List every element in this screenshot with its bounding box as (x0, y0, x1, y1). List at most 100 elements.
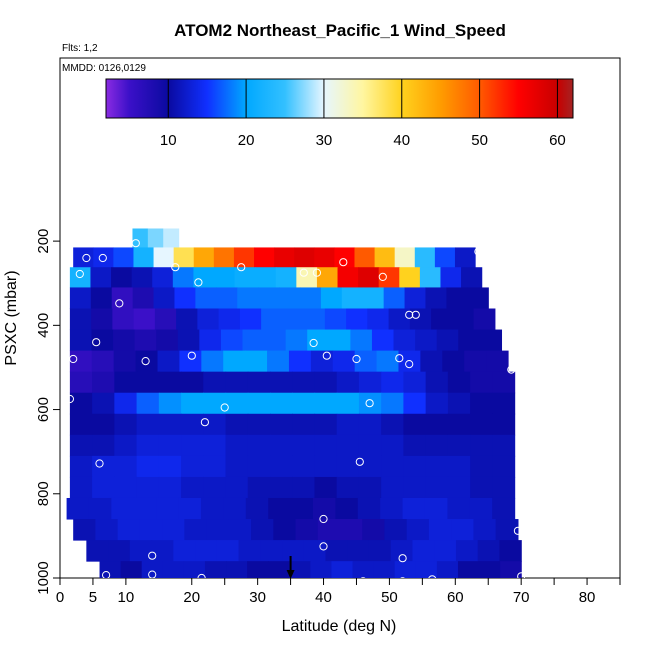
heatmap-cell (440, 267, 462, 288)
heatmap-cell (381, 392, 405, 415)
heatmap-cell (415, 561, 438, 578)
heatmap-cell (158, 413, 182, 436)
heatmap-cell (479, 561, 501, 578)
y-axis: 200 400 600 800 1000 (35, 229, 60, 595)
heatmap-cell (292, 371, 316, 394)
heatmap-cell (452, 308, 475, 331)
heatmap-cell (225, 455, 249, 478)
heatmap-cell (371, 329, 395, 352)
heatmap-cell (403, 392, 427, 415)
heatmap-cell (92, 371, 115, 394)
heatmap-cell (260, 540, 283, 562)
heatmap-cell (447, 497, 471, 520)
heatmap-cell (275, 267, 297, 288)
heatmap-cell (341, 287, 364, 309)
heatmap-cell (204, 561, 227, 578)
heatmap-cell (404, 287, 427, 309)
heatmap-cell (203, 371, 227, 394)
heatmap-cell (499, 540, 522, 562)
heatmap-cell (172, 267, 195, 288)
heatmap-cell (90, 267, 112, 288)
data-point (309, 338, 318, 348)
heatmap-cell (336, 371, 360, 394)
heatmap-cell (479, 329, 503, 352)
heatmap-cell (268, 497, 292, 520)
heatmap-cell (261, 308, 283, 331)
heatmap-cell (183, 561, 206, 578)
heatmap-cell (184, 519, 208, 541)
heatmap-cell (425, 413, 449, 436)
heatmap-cell (403, 371, 427, 394)
data-point (405, 360, 414, 369)
heatmap-cell (247, 476, 271, 499)
heatmap-cell (325, 540, 348, 562)
data-point (428, 575, 437, 578)
heatmap-cell (99, 561, 122, 578)
heatmap-cell (193, 247, 215, 268)
heatmap-cell (242, 329, 265, 352)
heatmap-cell (113, 350, 137, 373)
data-point (352, 354, 361, 364)
heatmap-cell (158, 476, 182, 499)
data-point (148, 551, 157, 560)
heatmap-cell (314, 455, 338, 478)
heatmap-cell (420, 350, 443, 373)
heatmap-cell (91, 350, 115, 373)
heatmap-cell (203, 455, 227, 478)
heatmap-cell (378, 267, 400, 288)
heatmap-cell (279, 287, 301, 309)
heatmap-cell (178, 497, 202, 520)
heatmap-cell (314, 413, 338, 436)
heatmap-cell (295, 519, 319, 541)
data-point (319, 542, 328, 551)
data-point (65, 394, 75, 404)
heatmap-cell (334, 247, 356, 268)
heatmap-cell (457, 561, 480, 578)
data-point (355, 457, 364, 466)
heatmap-cell (114, 371, 138, 394)
heatmap-cell (66, 497, 90, 520)
heatmap-cell (203, 434, 227, 457)
heatmap-cell (367, 308, 390, 331)
heatmap-cell (403, 455, 427, 478)
heatmap-cell (412, 540, 435, 562)
heatmap-cell (203, 392, 227, 415)
dates-note: MMDD: 0126,0129 (62, 63, 146, 74)
heatmap-cell (114, 413, 138, 436)
data-point (187, 351, 196, 360)
heatmap-cell (393, 329, 416, 352)
heatmap-cell (415, 329, 438, 352)
data-point (148, 570, 157, 578)
data-point (299, 268, 308, 277)
heatmap-cell (492, 476, 516, 499)
heatmap-cell (290, 497, 314, 520)
heatmap-cell (425, 392, 449, 415)
heatmap-cell (111, 497, 135, 520)
x-tick-label: 40 (315, 589, 332, 606)
data-point (98, 253, 107, 263)
heatmap-cell (218, 308, 241, 331)
heatmap-cell (203, 476, 227, 499)
heatmap-cell (247, 371, 271, 394)
data-point (237, 263, 246, 272)
heatmap-cell (251, 519, 274, 541)
data-point (82, 253, 91, 263)
heatmap-cell (69, 455, 93, 478)
heatmap-cell (135, 350, 159, 373)
heatmap-cell (113, 247, 135, 268)
heatmap-cell (394, 247, 416, 268)
x-tick-label: 20 (183, 589, 200, 606)
heatmap-cell (376, 350, 400, 373)
heatmap-cell (216, 540, 240, 562)
heatmap-cell (307, 329, 330, 352)
heatmap-cell (470, 455, 493, 478)
heatmap-cell (162, 561, 185, 578)
heatmap-cell (153, 287, 176, 309)
heatmap-cell (383, 287, 406, 309)
heatmap-cell (152, 267, 174, 288)
heatmap-cell (73, 519, 97, 541)
heatmap-cell (216, 287, 238, 309)
heatmap-cell (447, 371, 471, 394)
heatmap-cell (461, 267, 483, 288)
data-point (197, 573, 206, 578)
